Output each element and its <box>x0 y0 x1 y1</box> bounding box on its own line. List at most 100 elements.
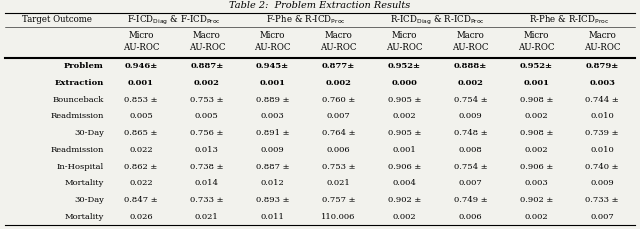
Text: 0.007: 0.007 <box>458 179 482 187</box>
Text: 0.945±: 0.945± <box>256 62 289 70</box>
Text: 0.908 ±: 0.908 ± <box>520 96 553 104</box>
Text: AU-ROC: AU-ROC <box>123 43 159 52</box>
Text: 0.906 ±: 0.906 ± <box>520 163 553 171</box>
Text: 0.879±: 0.879± <box>586 62 619 70</box>
Text: 0.756 ±: 0.756 ± <box>190 129 223 137</box>
Text: Bounceback: Bounceback <box>52 96 104 104</box>
Text: 0.010: 0.010 <box>590 112 614 120</box>
Text: 0.003: 0.003 <box>524 179 548 187</box>
Text: 0.740 ±: 0.740 ± <box>586 163 619 171</box>
Text: R-ICD$_{\mathrm{Diag}}$ & R-ICD$_{\mathrm{Proc}}$: R-ICD$_{\mathrm{Diag}}$ & R-ICD$_{\mathr… <box>390 14 485 27</box>
Text: 0.006: 0.006 <box>458 213 482 221</box>
Text: 0.010: 0.010 <box>590 146 614 154</box>
Text: 0.021: 0.021 <box>195 213 219 221</box>
Text: Problem: Problem <box>64 62 104 70</box>
Text: AU-ROC: AU-ROC <box>386 43 422 52</box>
Text: 0.012: 0.012 <box>261 179 285 187</box>
Text: 0.906 ±: 0.906 ± <box>388 163 421 171</box>
Text: Micro: Micro <box>128 32 154 41</box>
Text: 0.888±: 0.888± <box>454 62 487 70</box>
Text: 0.748 ±: 0.748 ± <box>454 129 487 137</box>
Text: 0.000: 0.000 <box>392 79 417 87</box>
Text: 0.733 ±: 0.733 ± <box>586 196 619 204</box>
Text: Macro: Macro <box>324 32 353 41</box>
Text: 0.002: 0.002 <box>458 79 483 87</box>
Text: 0.754 ±: 0.754 ± <box>454 96 487 104</box>
Text: 0.014: 0.014 <box>195 179 219 187</box>
Text: Target Outcome: Target Outcome <box>22 16 92 25</box>
Text: 0.003: 0.003 <box>589 79 615 87</box>
Text: 0.847 ±: 0.847 ± <box>124 196 157 204</box>
Text: 0.001: 0.001 <box>523 79 549 87</box>
Text: 0.902 ±: 0.902 ± <box>388 196 421 204</box>
Text: 0.908 ±: 0.908 ± <box>520 129 553 137</box>
Text: 0.011: 0.011 <box>260 213 285 221</box>
Text: 0.862 ±: 0.862 ± <box>124 163 157 171</box>
Text: AU-ROC: AU-ROC <box>320 43 357 52</box>
Text: 0.891 ±: 0.891 ± <box>256 129 289 137</box>
Text: 0.853 ±: 0.853 ± <box>124 96 157 104</box>
Text: 0.902 ±: 0.902 ± <box>520 196 553 204</box>
Text: 0.757 ±: 0.757 ± <box>322 196 355 204</box>
Text: AU-ROC: AU-ROC <box>518 43 554 52</box>
Text: 0.749 ±: 0.749 ± <box>454 196 487 204</box>
Text: 0.753 ±: 0.753 ± <box>322 163 355 171</box>
Text: F-Phe & R-ICD$_{\mathrm{Proc}}$: F-Phe & R-ICD$_{\mathrm{Proc}}$ <box>266 14 346 26</box>
Text: 0.002: 0.002 <box>326 79 351 87</box>
Text: 0.006: 0.006 <box>327 146 350 154</box>
Text: Extraction: Extraction <box>54 79 104 87</box>
Text: 0.002: 0.002 <box>524 146 548 154</box>
Text: 30-Day: 30-Day <box>74 196 104 204</box>
Text: 0.738 ±: 0.738 ± <box>190 163 223 171</box>
Text: 0.905 ±: 0.905 ± <box>388 129 421 137</box>
Text: Macro: Macro <box>588 32 616 41</box>
Text: 0.952±: 0.952± <box>520 62 553 70</box>
Text: 0.887 ±: 0.887 ± <box>256 163 289 171</box>
Text: 0.008: 0.008 <box>458 146 482 154</box>
Text: Table 2:  Problem Extraction Results: Table 2: Problem Extraction Results <box>229 2 411 11</box>
Text: 0.893 ±: 0.893 ± <box>256 196 289 204</box>
Text: 0.760 ±: 0.760 ± <box>322 96 355 104</box>
Text: 0.004: 0.004 <box>392 179 417 187</box>
Text: 0.021: 0.021 <box>326 179 351 187</box>
Text: 0.002: 0.002 <box>194 79 220 87</box>
Text: F-ICD$_{\mathrm{Diag}}$ & F-ICD$_{\mathrm{Proc}}$: F-ICD$_{\mathrm{Diag}}$ & F-ICD$_{\mathr… <box>127 14 221 27</box>
Text: 0.739 ±: 0.739 ± <box>586 129 619 137</box>
Text: 0.001: 0.001 <box>128 79 154 87</box>
Text: 0.946±: 0.946± <box>124 62 157 70</box>
Text: 0.005: 0.005 <box>195 112 219 120</box>
Text: Macro: Macro <box>193 32 221 41</box>
Text: 0.009: 0.009 <box>590 179 614 187</box>
Text: 0.013: 0.013 <box>195 146 219 154</box>
Text: 0.022: 0.022 <box>129 146 153 154</box>
Text: Micro: Micro <box>392 32 417 41</box>
Text: AU-ROC: AU-ROC <box>255 43 291 52</box>
Text: AU-ROC: AU-ROC <box>189 43 225 52</box>
Text: 0.005: 0.005 <box>129 112 153 120</box>
Text: 0.002: 0.002 <box>392 112 416 120</box>
Text: 0.877±: 0.877± <box>322 62 355 70</box>
Text: 0.001: 0.001 <box>392 146 416 154</box>
Text: 0.764 ±: 0.764 ± <box>322 129 355 137</box>
Text: AU-ROC: AU-ROC <box>584 43 620 52</box>
Text: 0.026: 0.026 <box>129 213 153 221</box>
Text: 0.952±: 0.952± <box>388 62 421 70</box>
Text: 0.009: 0.009 <box>261 146 285 154</box>
Text: R-Phe & R-ICD$_{\mathrm{Proc}}$: R-Phe & R-ICD$_{\mathrm{Proc}}$ <box>529 14 609 26</box>
Text: AU-ROC: AU-ROC <box>452 43 488 52</box>
Text: 0.003: 0.003 <box>261 112 285 120</box>
Text: 0.002: 0.002 <box>524 213 548 221</box>
Text: 0.022: 0.022 <box>129 179 153 187</box>
Text: Micro: Micro <box>260 32 285 41</box>
Text: Mortality: Mortality <box>65 179 104 187</box>
Text: 30-Day: 30-Day <box>74 129 104 137</box>
Text: 0.007: 0.007 <box>590 213 614 221</box>
Text: Micro: Micro <box>524 32 549 41</box>
Text: 0.001: 0.001 <box>260 79 285 87</box>
Text: 0.002: 0.002 <box>524 112 548 120</box>
Text: Macro: Macro <box>456 32 484 41</box>
Text: Readmission: Readmission <box>51 146 104 154</box>
Text: Readmission: Readmission <box>51 112 104 120</box>
Text: 110.006: 110.006 <box>321 213 356 221</box>
Text: 0.733 ±: 0.733 ± <box>190 196 223 204</box>
